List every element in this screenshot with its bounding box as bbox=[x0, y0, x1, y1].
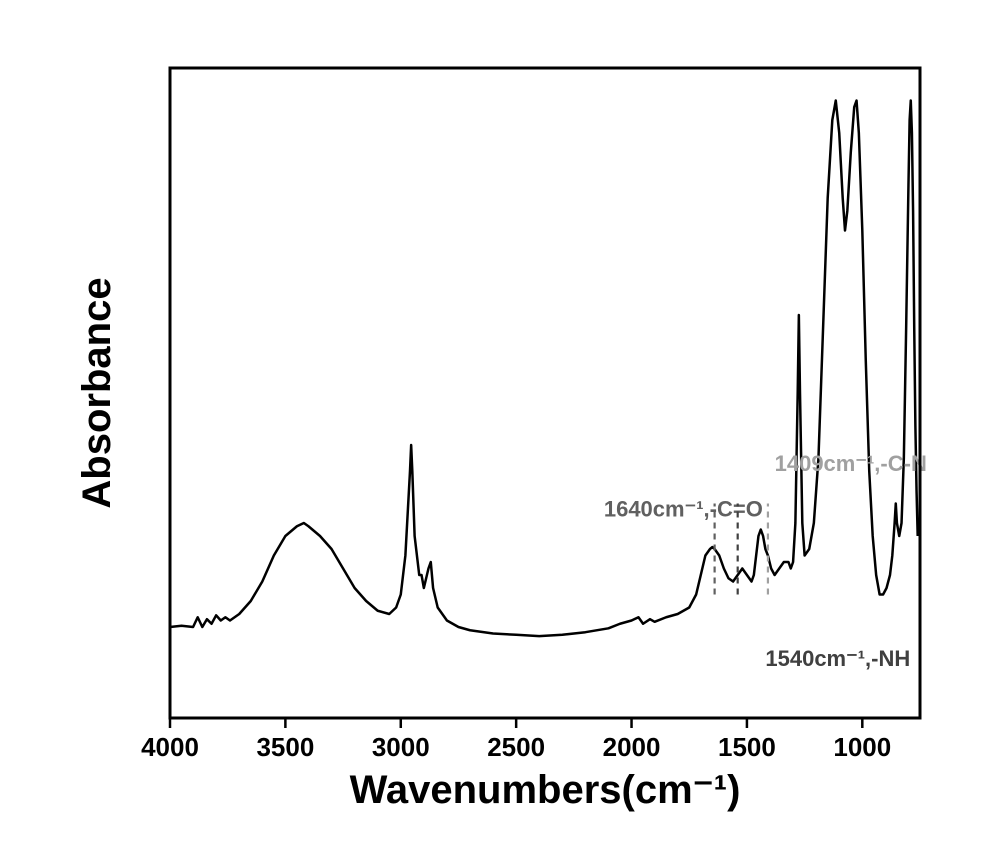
xtick-label: 3000 bbox=[372, 732, 430, 762]
y-axis-label: Absorbance bbox=[75, 277, 119, 508]
xtick-label: 3500 bbox=[256, 732, 314, 762]
xtick-label: 1000 bbox=[833, 732, 891, 762]
annotation-label: 1540cm⁻¹,-NH bbox=[765, 646, 910, 671]
chart-svg: 4000 3500 3000 2500 2000 1500 1000 Wavenumbers(… bbox=[50, 38, 950, 818]
spectrum-chart: 4000 3500 3000 2500 2000 1500 1000 Wavenumbers(… bbox=[50, 38, 950, 818]
annotation-label: 1640cm⁻¹,-C=O bbox=[604, 496, 763, 521]
x-axis-label: Wavenumbers(cm⁻¹) bbox=[350, 768, 741, 812]
xtick-label: 2000 bbox=[603, 732, 661, 762]
xtick-label: 1500 bbox=[718, 732, 776, 762]
xtick-label: 4000 bbox=[141, 732, 199, 762]
annotation-label: 1409cm⁻¹,-C-N bbox=[775, 451, 927, 476]
xtick-label: 2500 bbox=[487, 732, 545, 762]
